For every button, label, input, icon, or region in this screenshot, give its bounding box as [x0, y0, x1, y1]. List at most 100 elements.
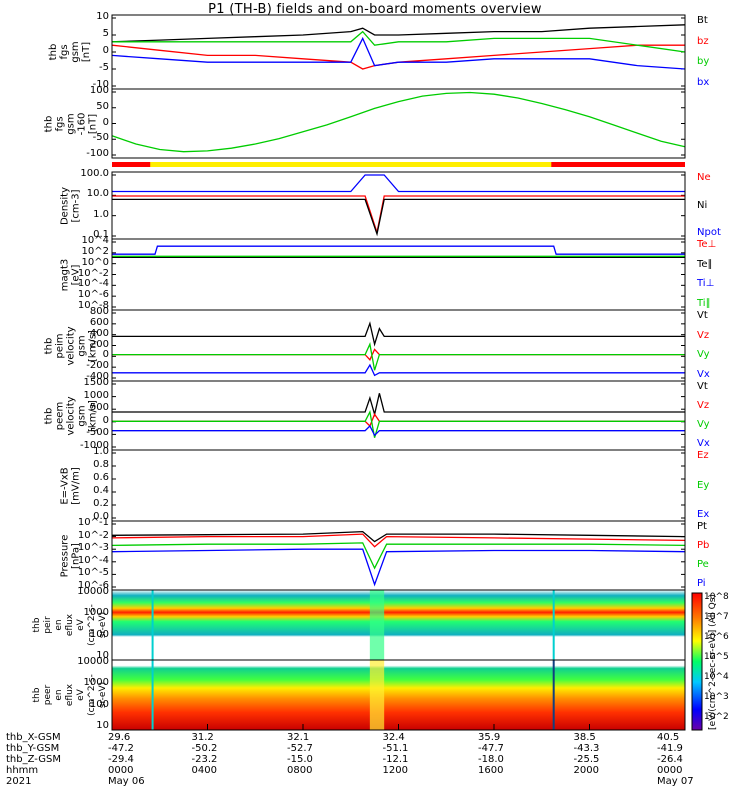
y-tick-label: -200 [86, 360, 109, 372]
y-tick-label: 400 [89, 327, 109, 339]
panel-peem-velocity [111, 380, 686, 451]
series-line-Npot [112, 174, 685, 193]
legend-entry: bz [697, 35, 709, 47]
legend-entry: Ex [697, 509, 710, 520]
panel-frame [111, 380, 686, 451]
y-tick-label: 1000 [83, 677, 109, 689]
legend-entry: Te⊥ [697, 239, 717, 250]
legend-entry: Ni [697, 199, 708, 211]
footer-row-label: thb_Z-GSM [6, 754, 61, 765]
y-tick-label: 10^4 [81, 235, 109, 246]
y-tick-label: 600 [89, 316, 109, 328]
footer-value: 0800 [287, 765, 313, 776]
y-tick-label: 50 [96, 100, 109, 112]
footer-value: 38.5 [573, 732, 596, 743]
legend-entry: Pi [697, 578, 706, 589]
y-tick-label: 10^-6 [77, 580, 109, 591]
y-tick-label: 1000 [83, 389, 109, 401]
legend-entry: Vt [697, 381, 708, 392]
footer-value: -47.2 [108, 743, 134, 754]
y-tick-label: 10 [96, 11, 109, 22]
legend-entry: Ey [697, 479, 710, 491]
colorbar [691, 592, 703, 731]
legend-entry: Ne [697, 172, 711, 183]
y-tick-label: 0.2 [93, 498, 109, 509]
footer-value: 2000 [573, 765, 599, 776]
spectrogram-event [369, 660, 385, 730]
footer-value: -18.0 [478, 754, 504, 765]
y-tick-label: 10^-6 [77, 289, 109, 301]
footer-value: 0000 [108, 765, 134, 776]
panel-frame [111, 238, 686, 311]
legend-entry: Vt [697, 310, 708, 321]
legend-entry: Pb [697, 540, 710, 551]
y-tick-label: 5 [102, 28, 109, 39]
y-tick-label: 100 [89, 628, 109, 640]
series-line-by [112, 30, 686, 53]
y-tick-label: 10^-4 [77, 554, 109, 566]
legend-entry: Npot [697, 227, 721, 238]
footer-value: -25.5 [573, 754, 600, 765]
y-tick-label: -5 [99, 62, 109, 73]
legend-entry: Ti∥ [697, 298, 711, 309]
series-line-Bt [111, 24, 686, 43]
region-strip-red [112, 162, 151, 167]
y-tick-label: 10^-8 [77, 300, 109, 311]
panel-frame [111, 520, 686, 591]
footer-value: -43.3 [573, 743, 600, 754]
series-line-Vt [112, 321, 685, 347]
footer-row-label: thb_Y-GSM [6, 743, 60, 754]
y-tick-label: 0.8 [93, 459, 109, 470]
colorbar-tick-label: 10^2 [704, 712, 729, 722]
series-line-Ne [112, 195, 685, 235]
colorbar-tick-label: 10^4 [704, 672, 729, 682]
y-tick-label: 0 [102, 45, 109, 56]
footer-value: 29.6 [108, 732, 131, 743]
series-line-Pb [111, 533, 686, 548]
y-tick-label: 200 [89, 338, 109, 350]
y-tick-label: 1.0 [93, 208, 109, 220]
footer-value: 1600 [478, 765, 504, 776]
y-tick-label: 10 [96, 650, 109, 661]
region-strip-red [551, 162, 685, 167]
footer-value: -41.9 [657, 743, 683, 754]
spectrogram [112, 660, 685, 730]
plot-title: P1 (TH-B) fields and on-board moments ov… [208, 2, 542, 17]
series-line-bz [111, 44, 685, 70]
legend-entry: Pe [697, 559, 709, 570]
colorbar-tick-label: 10^3 [704, 692, 729, 702]
y-tick-label: 1.0 [93, 446, 109, 457]
y-tick-label: 100 [89, 85, 109, 96]
legend-entry: Vz [697, 400, 710, 411]
panel-efield [111, 449, 686, 522]
y-tick-label: 10^-2 [77, 267, 109, 279]
y-tick-label: 10^-1 [77, 517, 109, 528]
y-tick-label: 10^0 [81, 256, 109, 268]
y-tick-label: -10 [92, 79, 109, 90]
legend-entry: Bt [697, 15, 708, 26]
y-tick-label: 0 [102, 116, 109, 128]
footer-value: 32.1 [287, 732, 310, 743]
y-tick-label: 100.0 [80, 168, 109, 179]
panel-fgs-gsm-160 [111, 88, 686, 159]
footer-value: -12.1 [382, 754, 409, 765]
colorbar-tick-label: 10^5 [704, 652, 729, 662]
colorbar-label: [eV/(cm^2-sec-sr-eV)] (All Qs) [708, 594, 718, 730]
panel-peir [111, 589, 686, 661]
series-line-Vy [112, 342, 685, 371]
y-tick-label: 1000 [83, 607, 109, 619]
panel-frame [111, 449, 686, 522]
footer-value: 32.4 [382, 732, 405, 743]
legend-entry: Pt [697, 521, 707, 532]
footer-value: 40.5 [657, 732, 680, 743]
footer-value: 0000 [657, 765, 683, 776]
series-line-Vt [112, 393, 685, 417]
y-tick-label: 0.4 [93, 485, 109, 496]
panel-frame [111, 14, 686, 90]
series-line-series [111, 91, 686, 153]
footer-value: 0400 [191, 765, 217, 776]
legend-entry: bx [697, 77, 710, 88]
panel-magt3 [111, 238, 686, 311]
y-tick-label: 10000 [77, 656, 109, 667]
footer-value: -23.2 [191, 754, 218, 765]
